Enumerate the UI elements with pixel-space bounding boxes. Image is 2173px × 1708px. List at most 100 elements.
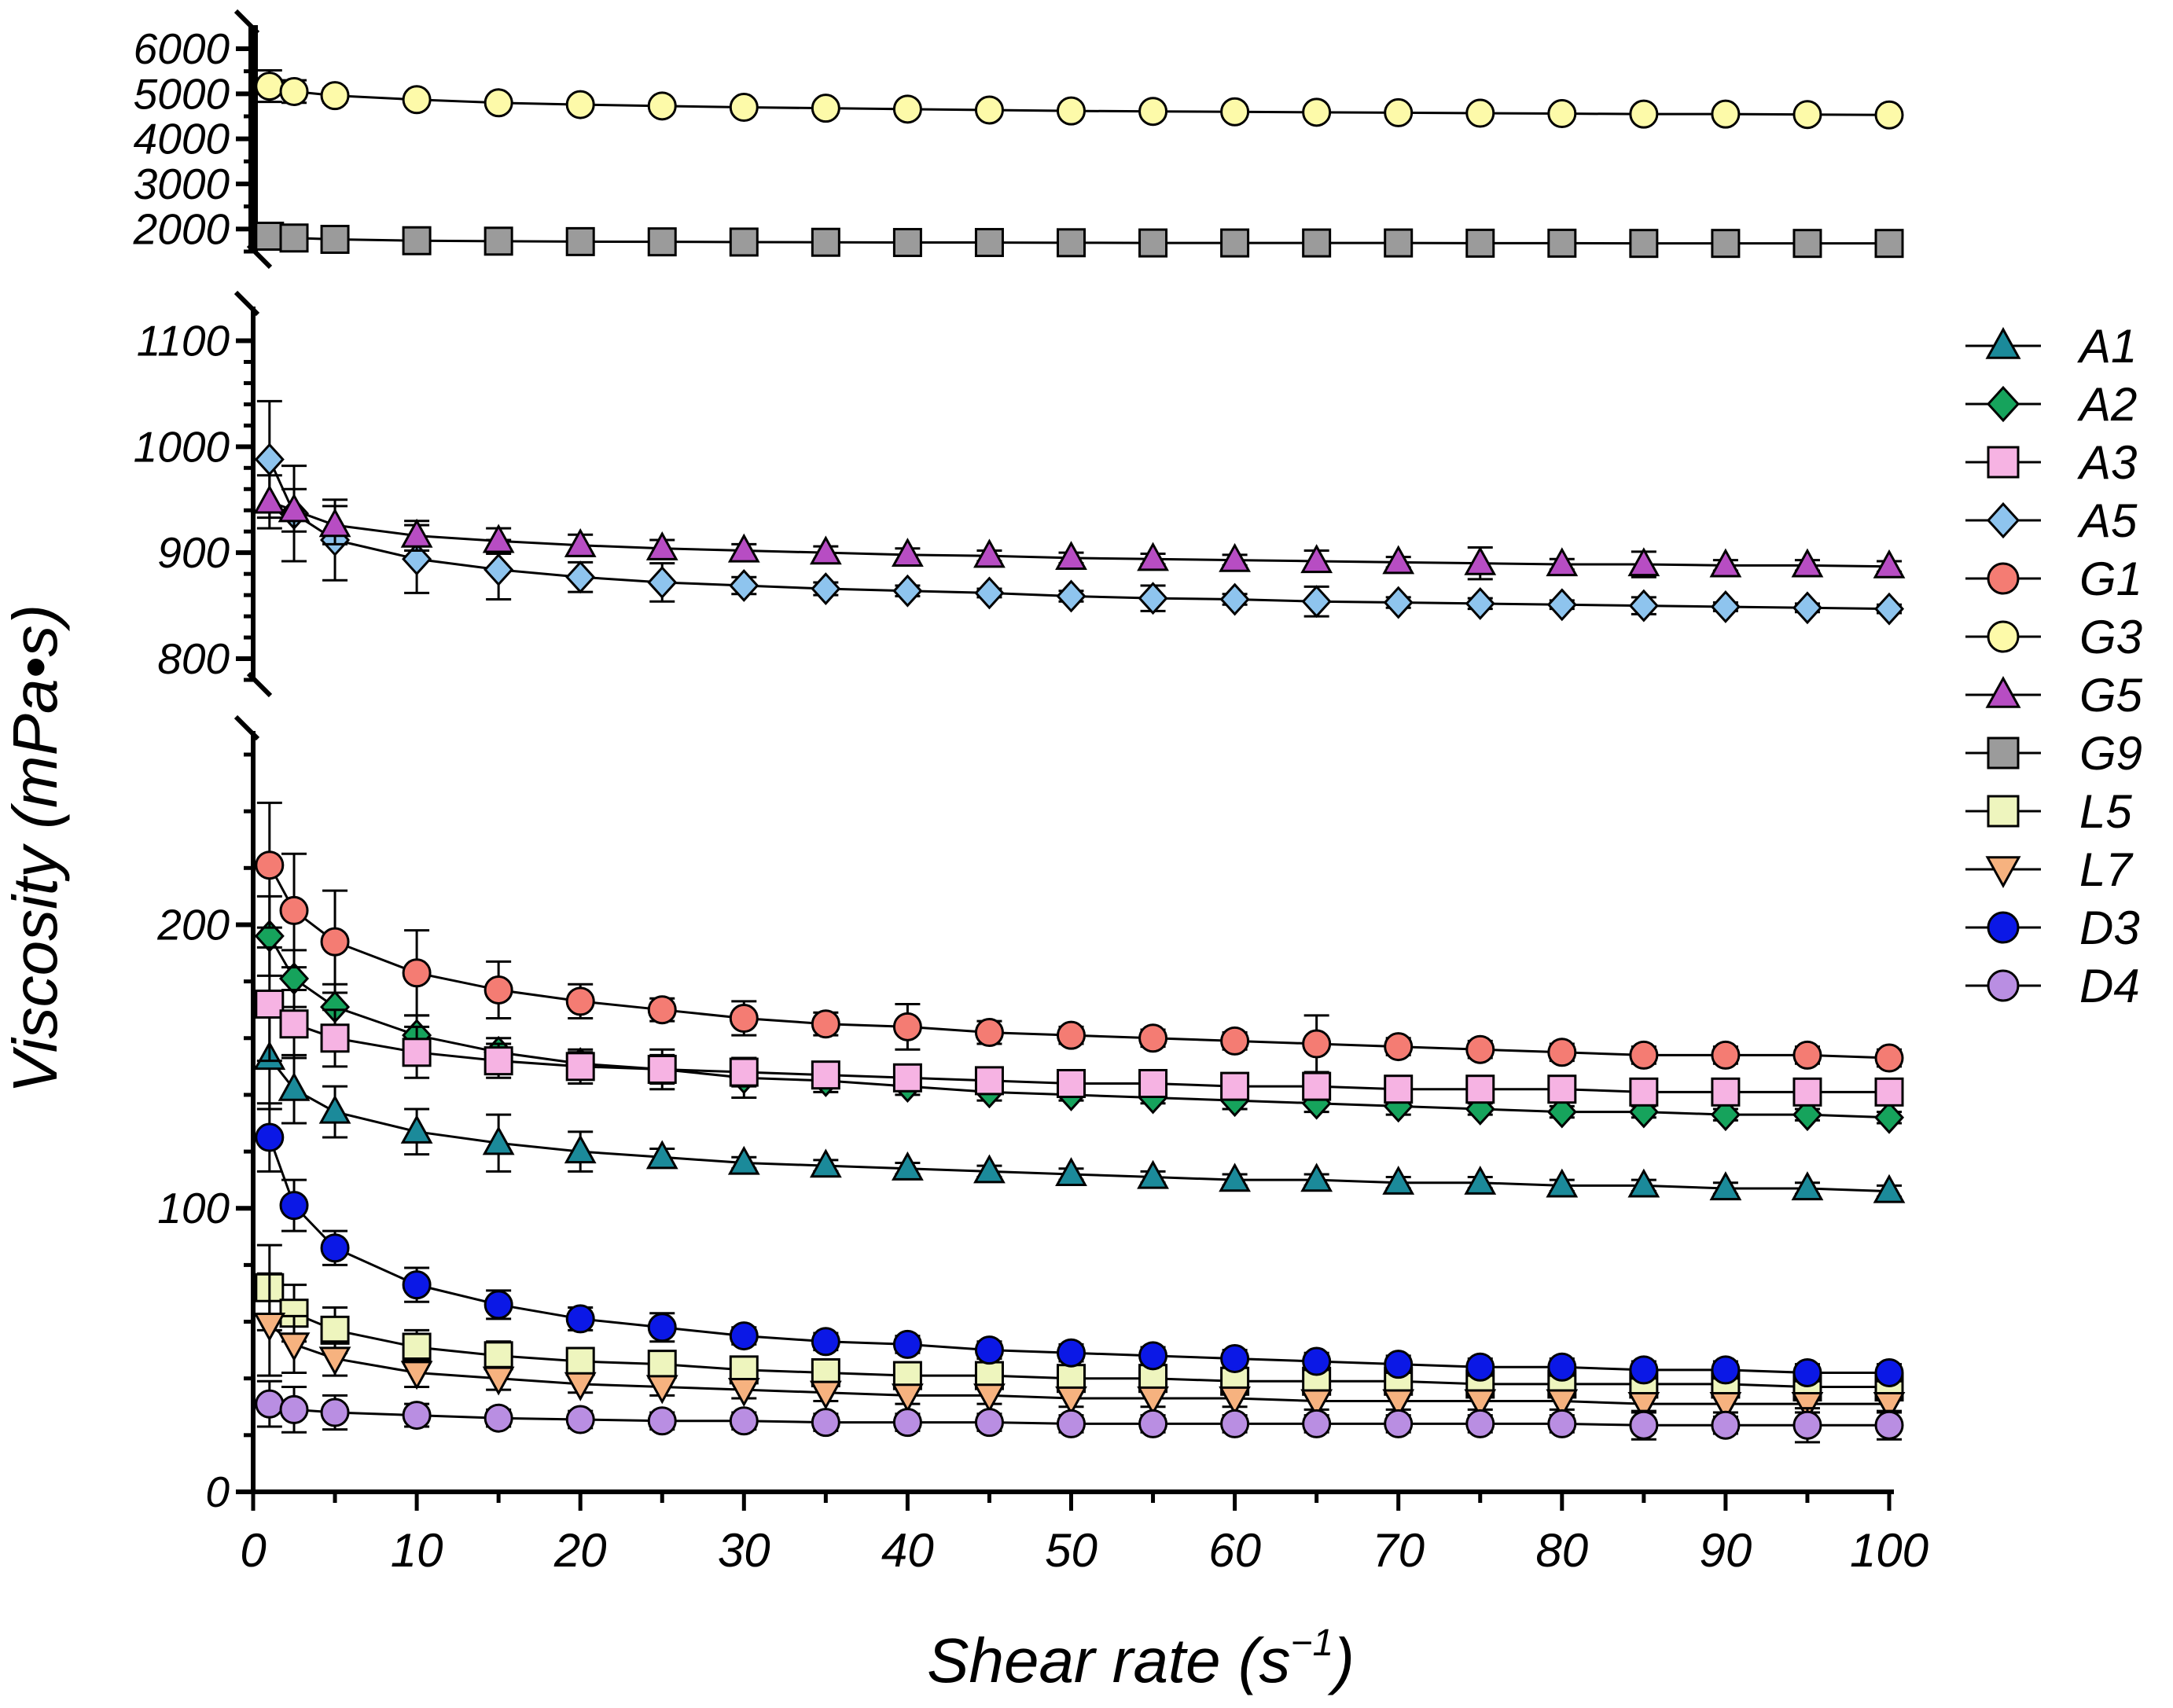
data-point	[1219, 582, 1250, 616]
data-point	[811, 1327, 840, 1357]
data-point	[729, 569, 759, 602]
data-point	[279, 1191, 309, 1221]
data-point	[402, 958, 432, 988]
legend-marker	[1986, 501, 2020, 539]
data-point	[1874, 1410, 1904, 1440]
data-point	[809, 535, 842, 565]
data-point	[811, 572, 841, 605]
data-point	[1874, 229, 1904, 259]
data-point	[1709, 1171, 1742, 1201]
data-point	[974, 228, 1004, 258]
data-point	[279, 76, 309, 106]
y-tick-label: 1100	[137, 316, 230, 365]
data-point	[1220, 228, 1250, 258]
data-point	[253, 484, 286, 514]
data-point	[1627, 1392, 1660, 1421]
data-point	[809, 1380, 842, 1410]
data-point	[1057, 1020, 1086, 1050]
data-point	[1057, 96, 1086, 126]
data-point	[974, 1066, 1004, 1096]
data-point	[1873, 1174, 1906, 1203]
series-line	[269, 235, 1889, 245]
data-point	[484, 1403, 513, 1433]
data-point	[1138, 1068, 1168, 1098]
series-line	[268, 1137, 1889, 1374]
legend-marker	[1987, 795, 2020, 828]
data-point	[402, 1401, 432, 1431]
data-point	[1219, 1163, 1251, 1192]
series-line	[268, 1287, 1889, 1389]
data-point	[482, 523, 515, 553]
series-line	[268, 458, 1890, 611]
legend-label: D3	[2079, 902, 2140, 954]
data-point	[1874, 100, 1904, 130]
data-point	[255, 1122, 285, 1152]
data-point	[1629, 1355, 1659, 1385]
legend-marker	[1986, 385, 2020, 423]
data-point	[892, 228, 922, 258]
legend-label: G9	[2079, 727, 2142, 780]
legend-marker	[1987, 562, 2020, 595]
data-point	[729, 227, 759, 257]
data-point	[974, 1018, 1004, 1048]
legend-item-l5: L5	[1965, 785, 2132, 838]
legend-marker	[1985, 856, 2021, 889]
data-point	[484, 553, 514, 586]
data-point	[320, 1398, 350, 1427]
legend-item-g5: G5	[1965, 669, 2143, 722]
y-axis-title: Viscosity (mPa•s)	[0, 604, 70, 1093]
legend-label: D4	[2079, 960, 2140, 1012]
data-point	[320, 927, 350, 957]
data-point	[1792, 229, 1822, 259]
data-point	[892, 1329, 922, 1359]
legend-item-d3: D3	[1965, 902, 2140, 954]
data-point	[974, 576, 1005, 610]
data-point	[1465, 1352, 1495, 1382]
data-point	[565, 226, 595, 256]
data-point	[1056, 579, 1086, 613]
series-layer	[253, 69, 1906, 1444]
data-point	[973, 538, 1006, 568]
data-point	[892, 1151, 924, 1181]
data-point	[1710, 1098, 1741, 1132]
x-tick-label: 60	[1208, 1524, 1261, 1577]
data-point	[1384, 1350, 1414, 1379]
data-point	[1138, 228, 1168, 258]
data-point	[1546, 588, 1577, 622]
y-tick-label: 3000	[134, 160, 230, 208]
x-tick-label: 90	[1700, 1524, 1752, 1577]
data-point	[565, 1052, 595, 1082]
data-point	[1137, 1386, 1169, 1416]
data-point	[1464, 545, 1497, 575]
data-point	[892, 1408, 922, 1438]
data-point	[973, 1383, 1006, 1413]
data-point	[1874, 1357, 1904, 1387]
y-tick-label: 1000	[134, 422, 230, 471]
data-point	[1711, 1410, 1741, 1440]
data-point	[1219, 1386, 1251, 1416]
data-point	[1629, 1410, 1659, 1440]
data-point	[400, 1115, 433, 1144]
data-point	[1220, 1026, 1250, 1056]
data-point	[402, 226, 432, 255]
data-point	[1057, 1409, 1086, 1438]
data-point	[402, 85, 432, 115]
data-point	[974, 1335, 1004, 1365]
legend-label: A5	[2077, 494, 2138, 547]
data-point	[565, 90, 595, 119]
series-d3	[255, 1102, 1904, 1387]
data-point	[1057, 1338, 1086, 1368]
data-point	[729, 1057, 759, 1087]
y-tick-label: 2000	[133, 204, 230, 253]
data-point	[1791, 1171, 1824, 1201]
series-l7	[253, 1272, 1906, 1421]
data-point	[1138, 1409, 1168, 1438]
x-tick-label: 50	[1045, 1524, 1098, 1577]
data-point	[729, 1406, 759, 1436]
legend-marker	[1987, 736, 2020, 770]
data-point	[484, 1046, 513, 1076]
data-point	[1547, 228, 1577, 258]
legend-item-a2: A2	[1965, 378, 2137, 431]
data-point	[1792, 591, 1822, 625]
